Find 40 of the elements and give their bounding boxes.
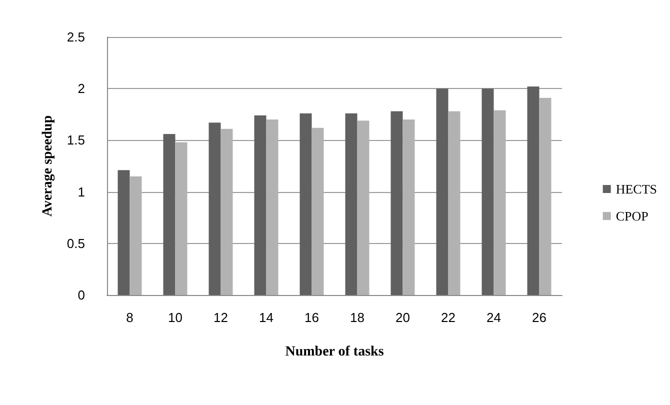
bar: [220, 128, 233, 295]
legend-label: HECTS: [616, 182, 657, 196]
y-tick-label: 2: [78, 81, 85, 96]
bar: [163, 134, 176, 295]
bar: [402, 120, 415, 295]
bar: [175, 142, 188, 295]
bar: [448, 111, 460, 295]
bar: [494, 110, 506, 295]
x-tick-label: 14: [259, 310, 274, 325]
y-tick-label: 2.5: [66, 30, 85, 44]
legend-label: CPOP: [616, 208, 648, 224]
bar: [312, 128, 324, 295]
bar: [300, 113, 312, 295]
x-axis-title: Number of tasks: [285, 344, 384, 360]
bar: [130, 176, 142, 295]
bar: [266, 120, 278, 295]
bar: [390, 111, 403, 295]
x-tick-label: 22: [441, 310, 456, 325]
x-tick-label: 18: [350, 310, 364, 325]
x-tick-label: 24: [486, 310, 501, 325]
bar: [118, 170, 130, 295]
bar: [436, 88, 448, 295]
y-tick-label: 1: [78, 184, 85, 200]
bar: [345, 113, 358, 295]
x-tick-label: 16: [304, 310, 319, 325]
x-tick-label: 12: [214, 310, 228, 325]
x-tick-label: 20: [396, 310, 410, 325]
bar: [539, 98, 552, 295]
x-tick-label: 8: [126, 310, 134, 325]
y-tick-label: 0: [78, 288, 85, 302]
bar: [482, 88, 494, 295]
bar: [357, 120, 370, 295]
y-tick-label: 0.5: [66, 236, 85, 251]
y-tick-label: 1.5: [66, 132, 85, 148]
y-axis-title: Average speedup: [40, 115, 56, 217]
bar: [527, 86, 540, 295]
x-tick-label: 26: [532, 310, 546, 325]
bar: [208, 122, 221, 295]
bar: [254, 115, 266, 295]
x-tick-label: 10: [168, 310, 182, 325]
